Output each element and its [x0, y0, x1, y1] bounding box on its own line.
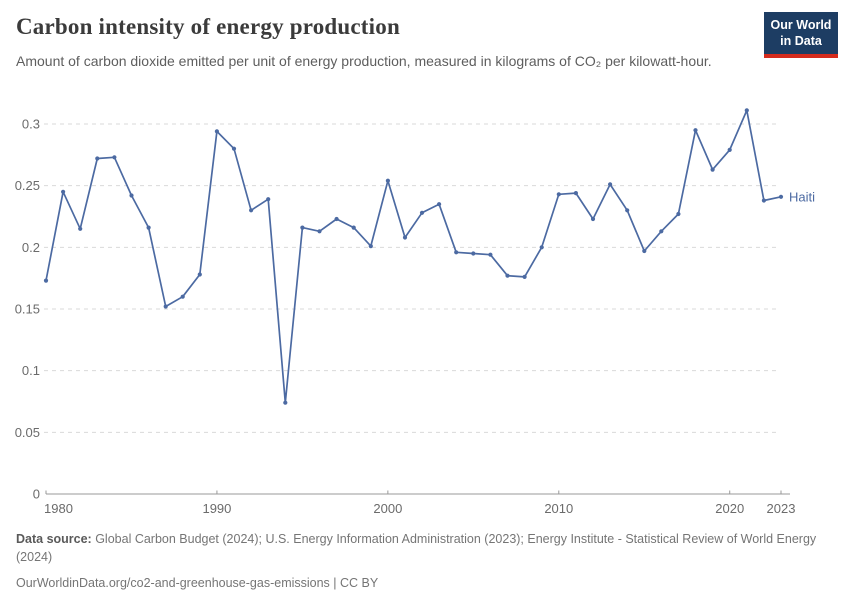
chart-subtitle: Amount of carbon dioxide emitted per uni…	[16, 53, 712, 69]
data-point-marker	[334, 216, 339, 222]
footer-url[interactable]: OurWorldinData.org/co2-and-greenhouse-ga…	[16, 576, 330, 590]
data-point-marker	[300, 225, 305, 230]
x-axis-tick-label: 1990	[202, 501, 231, 516]
data-point-marker	[437, 202, 442, 207]
data-point-marker	[43, 278, 49, 283]
data-point-marker	[488, 252, 493, 257]
data-point-marker	[454, 250, 459, 255]
data-point-marker	[744, 108, 749, 113]
data-point-marker	[146, 225, 151, 230]
data-point-marker	[385, 178, 390, 183]
data-point-marker	[266, 197, 271, 202]
x-axis-tick-label: 2020	[715, 501, 744, 516]
data-point-marker	[573, 191, 579, 196]
x-axis-tick-label: 2023	[767, 501, 796, 516]
y-axis-tick-label: 0.3	[22, 117, 40, 132]
data-point-marker	[693, 128, 698, 133]
series-label-haiti[interactable]: Haiti	[789, 189, 815, 204]
data-point-marker	[419, 210, 425, 215]
data-point-marker	[351, 225, 356, 230]
y-axis-tick-label: 0	[33, 487, 40, 502]
data-point-marker	[676, 211, 681, 217]
data-point-marker	[368, 244, 373, 249]
x-axis-tick-label: 2010	[544, 501, 573, 516]
logo-line-2: in Data	[780, 33, 822, 48]
chart-footer: Data source: Global Carbon Budget (2024)…	[16, 531, 820, 593]
data-point-marker	[317, 229, 322, 234]
y-axis-tick-label: 0.2	[22, 240, 40, 255]
x-axis-tick-label: 1980	[44, 501, 73, 516]
y-axis-tick-label: 0.1	[22, 363, 40, 378]
data-point-marker	[522, 274, 527, 279]
data-point-marker	[78, 226, 83, 231]
data-point-marker	[249, 208, 254, 213]
data-point-marker	[608, 182, 613, 187]
footer-license: | CC BY	[329, 576, 379, 590]
data-point-marker	[642, 248, 647, 254]
y-axis-tick-label: 0.15	[15, 302, 40, 317]
data-source-note: Data source: Global Carbon Budget (2024)…	[16, 531, 820, 566]
data-point-marker	[95, 156, 100, 161]
data-point-marker	[659, 229, 664, 234]
data-point-marker	[471, 251, 476, 256]
data-source-label: Data source:	[16, 532, 92, 546]
owid-logo[interactable]: Our World in Data	[764, 12, 838, 59]
logo-line-1: Our World	[770, 18, 832, 32]
data-point-marker	[727, 147, 732, 152]
x-axis-tick-label: 2000	[373, 501, 402, 516]
data-point-marker	[197, 272, 202, 277]
data-point-marker	[180, 294, 185, 299]
data-point-marker	[112, 155, 117, 160]
data-point-marker	[231, 146, 237, 151]
data-point-marker	[129, 193, 134, 198]
data-point-marker	[283, 400, 288, 405]
data-point-marker	[625, 208, 630, 213]
data-point-marker	[539, 245, 544, 250]
data-point-marker	[214, 129, 219, 134]
y-axis-tick-label: 0.25	[15, 178, 40, 193]
data-point-marker	[590, 216, 596, 222]
data-point-marker	[402, 235, 408, 240]
data-point-marker	[556, 192, 561, 197]
data-point-marker	[778, 194, 784, 199]
series-line-haiti	[45, 109, 782, 404]
data-point-marker	[61, 189, 66, 194]
data-point-marker	[761, 198, 767, 203]
data-point-marker	[163, 304, 168, 309]
y-axis-tick-label: 0.05	[15, 425, 40, 440]
data-point-marker	[710, 167, 715, 172]
data-source-text: Global Carbon Budget (2024); U.S. Energy…	[16, 532, 817, 564]
footer-link-line: OurWorldinData.org/co2-and-greenhouse-ga…	[16, 575, 820, 593]
data-point-marker	[505, 273, 510, 278]
page-title: Carbon intensity of energy production	[16, 14, 400, 39]
